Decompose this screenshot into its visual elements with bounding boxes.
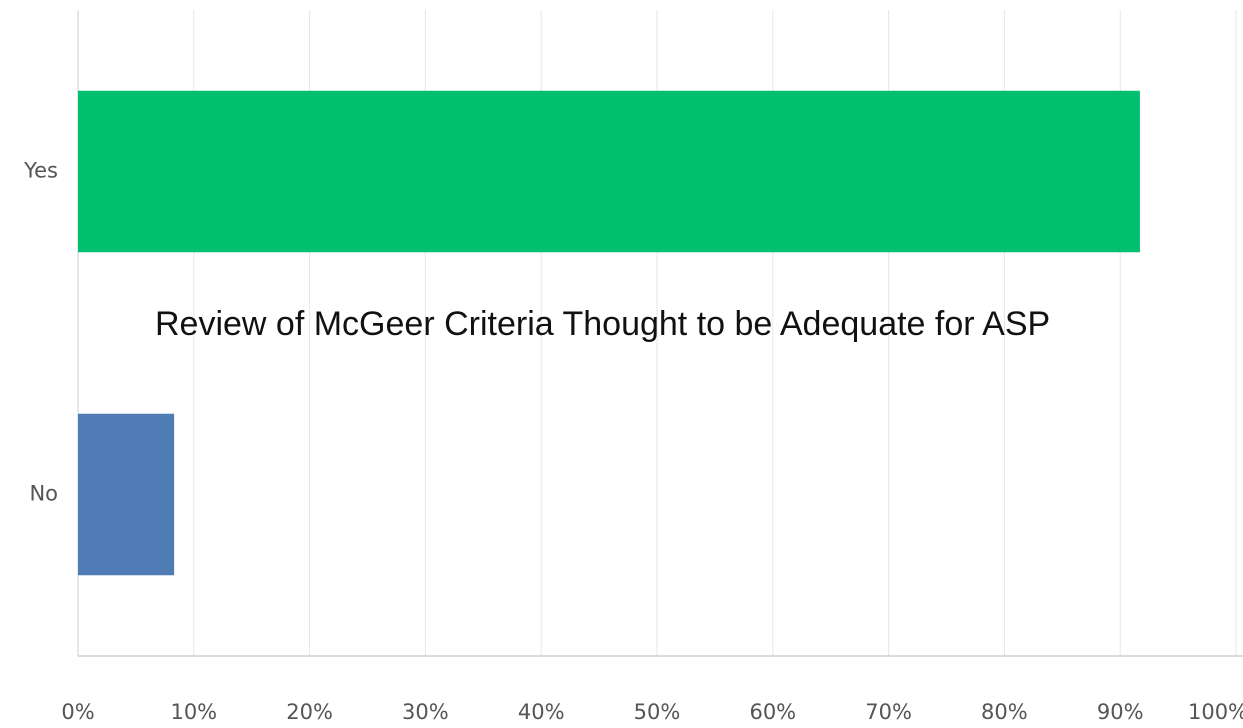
x-tick-label: 80% — [981, 700, 1028, 724]
x-tick-label: 70% — [865, 700, 912, 724]
x-tick-label: 50% — [634, 700, 681, 724]
x-tick-label: 90% — [1097, 700, 1144, 724]
x-tick-label: 100% — [1188, 700, 1243, 724]
x-tick-label: 60% — [749, 700, 796, 724]
x-tick-label: 40% — [518, 700, 565, 724]
x-tick-label: 0% — [61, 700, 94, 724]
bar — [78, 90, 1140, 253]
x-tick-label: 10% — [170, 700, 217, 724]
x-tick-label: 30% — [402, 700, 449, 724]
x-tick-label: 20% — [286, 700, 333, 724]
chart-title: Review of McGeer Criteria Thought to be … — [155, 305, 1051, 343]
y-tick-label: No — [29, 482, 58, 506]
bar — [78, 413, 175, 576]
y-tick-label: Yes — [23, 159, 58, 183]
